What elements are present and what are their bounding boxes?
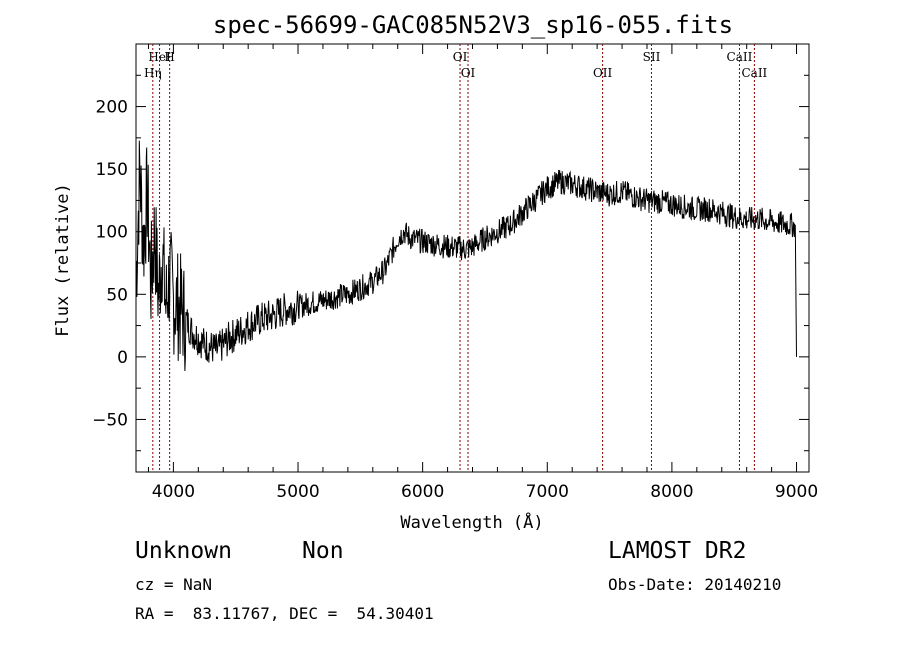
plot-frame	[135, 43, 810, 473]
survey-name: LAMOST DR2	[608, 538, 747, 564]
y-axis-label: Flux (relative)	[53, 183, 73, 337]
y-tick-label: 100	[96, 223, 128, 243]
spectrum-line	[135, 140, 797, 372]
y-tick-label: 0	[117, 348, 128, 368]
observation-date: Obs-Date: 20140210	[608, 575, 782, 594]
line-marker-label: H	[164, 50, 174, 64]
line-marker-label: CaII	[727, 50, 753, 64]
y-tick-label: 150	[96, 160, 128, 180]
line-marker-label: HeI	[148, 50, 171, 64]
x-tick-label: 8000	[650, 482, 693, 502]
line-marker-label: OI	[453, 50, 468, 64]
x-tick-label: 5000	[276, 482, 319, 502]
coordinates-readout: RA = 83.11767, DEC = 54.30401	[135, 604, 434, 623]
x-tick-label: 4000	[152, 482, 195, 502]
x-tick-label: 6000	[401, 482, 444, 502]
x-axis-label: Wavelength (Å)	[400, 511, 543, 533]
redshift-readout: cz = NaN	[135, 575, 213, 594]
x-tick-label: 7000	[526, 482, 569, 502]
y-tick-label: 200	[96, 98, 128, 118]
line-marker-label: CaII	[741, 66, 767, 80]
y-axis: −50 0 50 100 150 200	[92, 74, 809, 452]
line-marker-label: Hη	[144, 66, 162, 80]
x-axis: 4000 5000 6000 7000 8000 9000	[147, 44, 818, 502]
line-marker-label: OI	[461, 66, 476, 80]
object-subclass: Non	[302, 538, 344, 564]
y-tick-label: 50	[106, 285, 128, 305]
line-marker-label: SII	[643, 50, 661, 64]
chart-title: spec-56699-GAC085N52V3_sp16-055.fits	[213, 11, 733, 39]
spectral-line-markers: HeI HηH OI OI OII SII CaII CaII	[144, 44, 768, 472]
line-marker-label: OII	[593, 66, 613, 80]
y-tick-label: −50	[92, 410, 128, 430]
x-tick-label: 9000	[775, 482, 818, 502]
object-class: Unknown	[135, 538, 232, 564]
